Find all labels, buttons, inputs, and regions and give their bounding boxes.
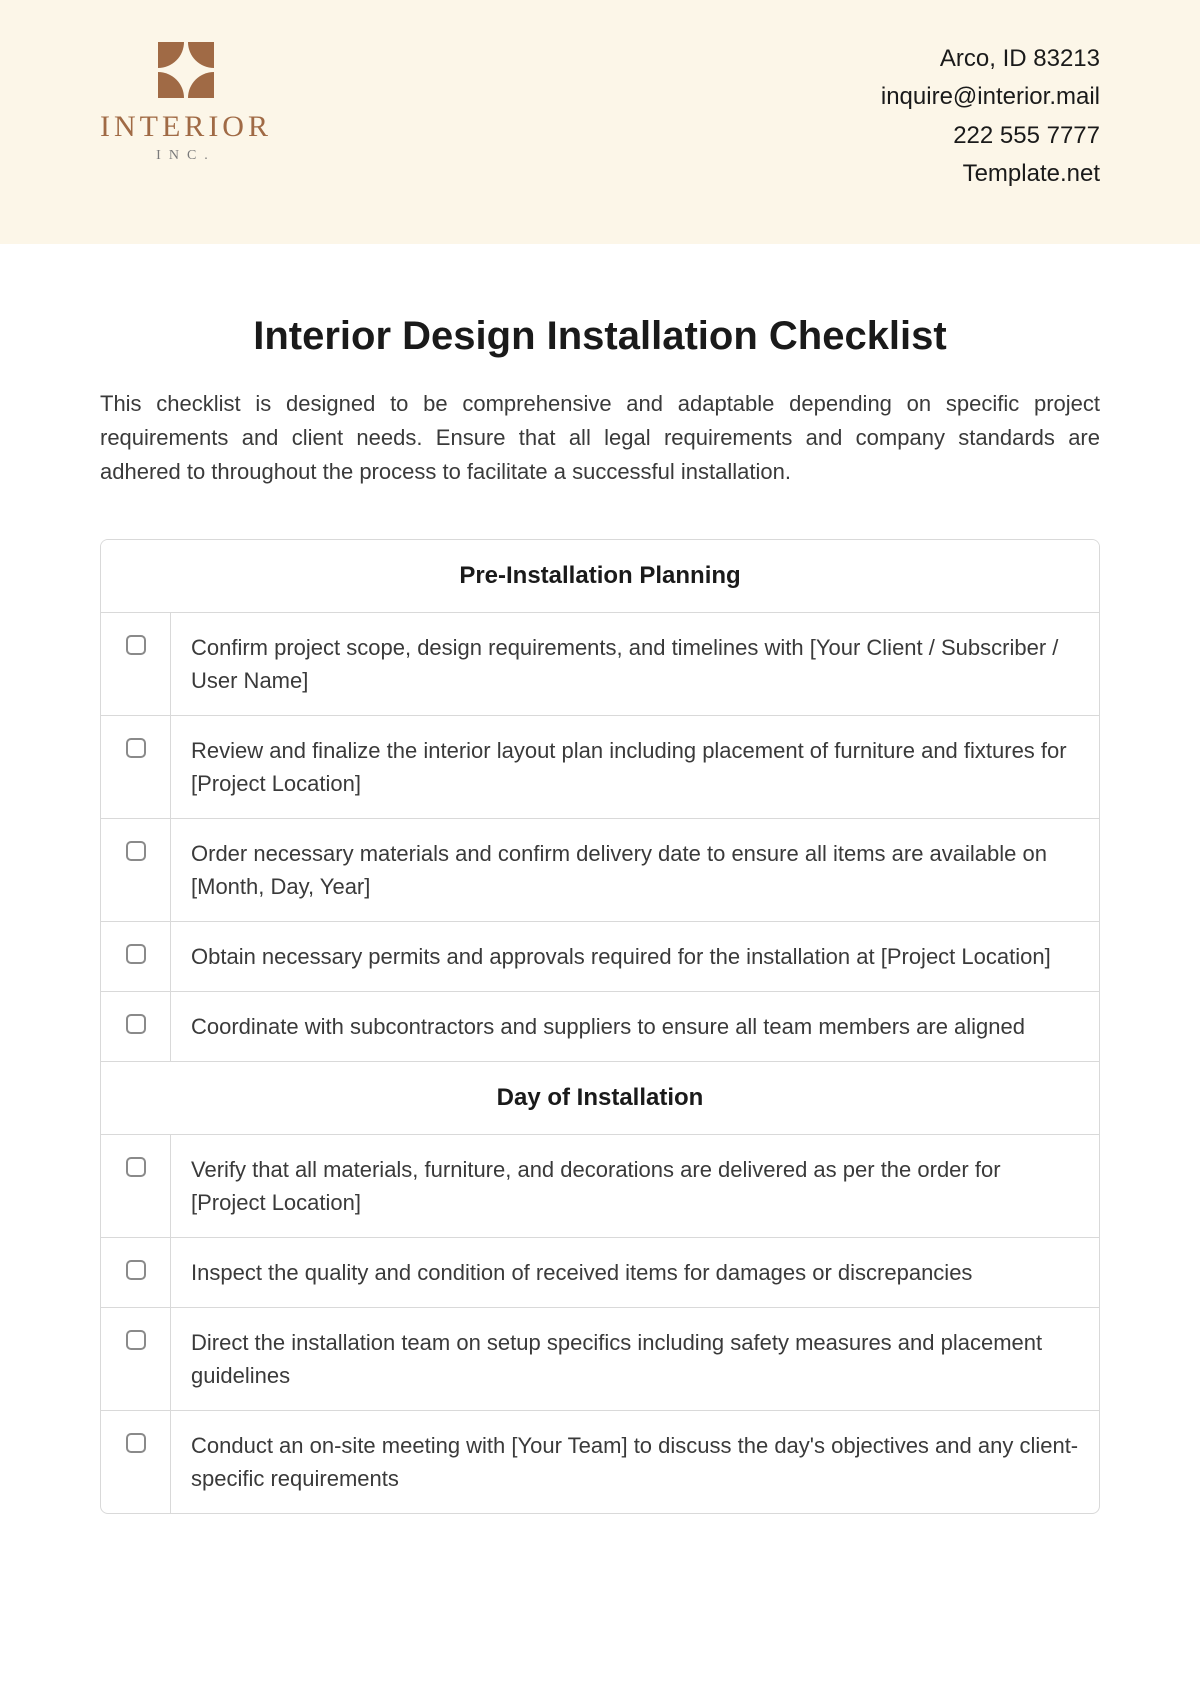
checklist-item-text: Direct the installation team on setup sp…	[171, 1308, 1099, 1411]
checklist-item-text: Confirm project scope, design requiremen…	[171, 613, 1099, 716]
contact-info: Arco, ID 83213 inquire@interior.mail 222…	[881, 40, 1100, 194]
contact-site: Template.net	[881, 155, 1100, 193]
logo-text-main: INTERIOR	[100, 110, 272, 144]
checklist-item-text: Coordinate with subcontractors and suppl…	[171, 992, 1099, 1062]
checklist-row: Review and finalize the interior layout …	[101, 716, 1099, 819]
contact-phone: 222 555 7777	[881, 117, 1100, 155]
checkbox[interactable]	[126, 841, 146, 861]
checkbox[interactable]	[126, 1260, 146, 1280]
intro-paragraph: This checklist is designed to be compreh…	[100, 387, 1100, 489]
contact-address: Arco, ID 83213	[881, 40, 1100, 78]
document-content: Interior Design Installation Checklist T…	[0, 244, 1200, 1554]
checkbox-cell	[101, 716, 171, 819]
checkbox-cell	[101, 1238, 171, 1308]
page-title: Interior Design Installation Checklist	[100, 314, 1100, 359]
checkbox[interactable]	[126, 635, 146, 655]
checklist-item-text: Review and finalize the interior layout …	[171, 716, 1099, 819]
checklist-row: Conduct an on-site meeting with [Your Te…	[101, 1411, 1099, 1513]
section-heading: Pre-Installation Planning	[101, 540, 1099, 613]
checkbox-cell	[101, 922, 171, 992]
header-banner: INTERIOR INC. Arco, ID 83213 inquire@int…	[0, 0, 1200, 244]
checklist-row: Verify that all materials, furniture, an…	[101, 1135, 1099, 1238]
checkbox-cell	[101, 1411, 171, 1513]
checklist-item-text: Inspect the quality and condition of rec…	[171, 1238, 1099, 1308]
checklist-row: Inspect the quality and condition of rec…	[101, 1238, 1099, 1308]
checklist-table: Pre-Installation PlanningConfirm project…	[100, 539, 1100, 1514]
section-heading: Day of Installation	[101, 1062, 1099, 1135]
checklist-item-text: Obtain necessary permits and approvals r…	[171, 922, 1099, 992]
checkbox-cell	[101, 613, 171, 716]
checkbox[interactable]	[126, 738, 146, 758]
checkbox-cell	[101, 992, 171, 1062]
checklist-row: Obtain necessary permits and approvals r…	[101, 922, 1099, 992]
checkbox[interactable]	[126, 1330, 146, 1350]
contact-email: inquire@interior.mail	[881, 78, 1100, 116]
checklist-row: Confirm project scope, design requiremen…	[101, 613, 1099, 716]
checklist-row: Coordinate with subcontractors and suppl…	[101, 992, 1099, 1062]
checklist-row: Order necessary materials and confirm de…	[101, 819, 1099, 922]
logo-text-sub: INC.	[156, 148, 216, 164]
checkbox[interactable]	[126, 944, 146, 964]
checklist-item-text: Verify that all materials, furniture, an…	[171, 1135, 1099, 1238]
logo-mark-icon	[156, 40, 216, 100]
checkbox[interactable]	[126, 1433, 146, 1453]
company-logo: INTERIOR INC.	[100, 40, 272, 164]
checkbox[interactable]	[126, 1014, 146, 1034]
checklist-item-text: Order necessary materials and confirm de…	[171, 819, 1099, 922]
checklist-item-text: Conduct an on-site meeting with [Your Te…	[171, 1411, 1099, 1513]
checkbox-cell	[101, 819, 171, 922]
checkbox-cell	[101, 1308, 171, 1411]
checklist-row: Direct the installation team on setup sp…	[101, 1308, 1099, 1411]
checkbox[interactable]	[126, 1157, 146, 1177]
checkbox-cell	[101, 1135, 171, 1238]
